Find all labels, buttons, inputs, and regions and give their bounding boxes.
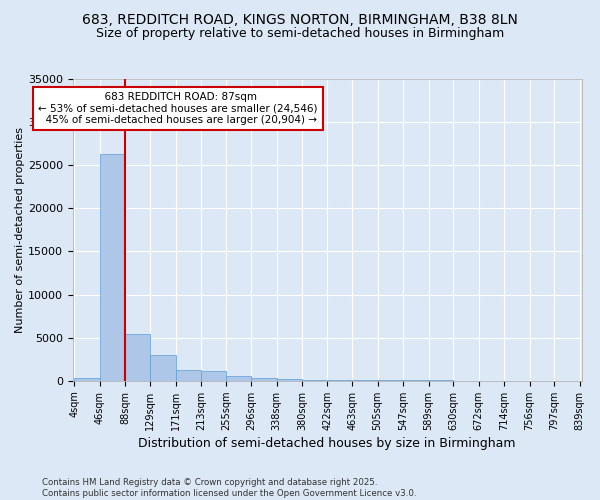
Text: 683 REDDITCH ROAD: 87sqm
← 53% of semi-detached houses are smaller (24,546)
  45: 683 REDDITCH ROAD: 87sqm ← 53% of semi-d…	[38, 92, 317, 125]
Bar	[100, 154, 125, 381]
Bar	[74, 378, 100, 381]
Y-axis label: Number of semi-detached properties: Number of semi-detached properties	[15, 127, 25, 333]
Bar	[302, 380, 328, 381]
Bar	[201, 372, 226, 381]
Text: Contains HM Land Registry data © Crown copyright and database right 2025.
Contai: Contains HM Land Registry data © Crown c…	[42, 478, 416, 498]
Text: Size of property relative to semi-detached houses in Birmingham: Size of property relative to semi-detach…	[96, 28, 504, 40]
Bar	[150, 355, 176, 381]
Bar	[277, 379, 302, 381]
Bar	[377, 380, 403, 381]
Bar	[328, 380, 352, 381]
X-axis label: Distribution of semi-detached houses by size in Birmingham: Distribution of semi-detached houses by …	[139, 437, 516, 450]
Text: 683, REDDITCH ROAD, KINGS NORTON, BIRMINGHAM, B38 8LN: 683, REDDITCH ROAD, KINGS NORTON, BIRMIN…	[82, 12, 518, 26]
Bar	[125, 334, 150, 381]
Bar	[352, 380, 377, 381]
Bar	[176, 370, 201, 381]
Bar	[226, 376, 251, 381]
Bar	[251, 378, 277, 381]
